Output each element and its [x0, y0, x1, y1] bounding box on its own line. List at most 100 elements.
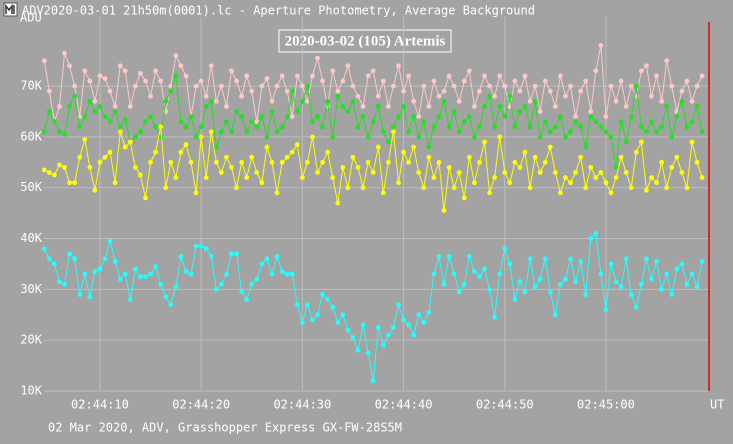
data-point	[229, 129, 234, 135]
data-point	[664, 271, 670, 277]
data-point	[532, 154, 538, 160]
data-point	[593, 175, 599, 180]
data-point	[289, 114, 295, 119]
data-point	[279, 124, 285, 130]
data-point	[264, 134, 270, 140]
data-point	[527, 256, 533, 262]
subtitle-box	[278, 29, 452, 53]
data-point	[127, 139, 133, 145]
data-point	[638, 281, 644, 287]
data-point	[426, 154, 432, 160]
data-point	[482, 104, 487, 109]
data-point	[436, 159, 442, 165]
data-point	[654, 259, 659, 264]
footnote: 02 Mar 2020, ADV, Grasshopper Express GX…	[48, 421, 402, 435]
data-point	[507, 180, 513, 186]
data-point	[360, 185, 366, 191]
data-point	[659, 286, 665, 292]
data-point	[618, 154, 624, 160]
data-point	[229, 165, 234, 170]
data-point	[537, 109, 543, 114]
data-point	[254, 276, 260, 282]
data-point	[375, 144, 381, 150]
data-point	[578, 154, 584, 160]
data-point	[82, 114, 88, 119]
data-point	[52, 261, 57, 267]
x-axis-label: UT	[710, 398, 724, 412]
data-point	[340, 104, 346, 109]
data-point	[350, 98, 356, 104]
data-point	[117, 124, 123, 130]
data-point	[517, 109, 523, 114]
data-point	[193, 243, 199, 249]
data-point	[563, 276, 568, 282]
data-point	[416, 114, 422, 119]
data-point	[644, 187, 649, 193]
data-point	[527, 98, 533, 104]
data-point	[92, 98, 98, 104]
data-point	[411, 144, 417, 150]
data-point	[613, 175, 619, 180]
data-point	[143, 195, 148, 201]
data-point	[244, 73, 250, 79]
data-point	[178, 119, 184, 125]
data-point	[102, 114, 108, 119]
data-point	[431, 78, 437, 84]
data-point	[451, 83, 457, 89]
data-point	[472, 269, 477, 274]
data-point	[649, 175, 654, 180]
data-point	[649, 93, 654, 99]
data-point	[451, 271, 457, 277]
data-point	[269, 109, 275, 114]
data-point	[512, 124, 518, 130]
data-point	[664, 58, 670, 64]
data-point	[97, 73, 103, 79]
data-point	[654, 73, 659, 79]
data-point	[193, 83, 199, 89]
data-point	[305, 302, 310, 308]
data-point	[507, 261, 513, 267]
data-point	[269, 271, 275, 277]
data-point	[431, 124, 437, 130]
data-point	[497, 134, 503, 140]
data-point	[112, 259, 118, 264]
data-point	[699, 175, 705, 180]
data-point	[411, 332, 417, 338]
data-point	[472, 104, 477, 109]
data-point	[153, 68, 159, 74]
data-point	[638, 124, 644, 130]
data-point	[441, 88, 447, 94]
data-point	[46, 170, 52, 175]
data-point	[401, 317, 406, 323]
data-point	[340, 78, 346, 84]
data-point	[117, 63, 123, 69]
data-point	[669, 83, 675, 89]
data-point	[421, 119, 427, 125]
data-point	[416, 134, 422, 140]
data-point	[289, 271, 295, 277]
data-point	[512, 78, 518, 84]
data-point	[188, 114, 194, 119]
data-point	[77, 292, 83, 297]
data-point	[380, 129, 386, 135]
data-point	[153, 149, 159, 155]
data-point	[325, 149, 331, 155]
data-point	[588, 109, 594, 114]
data-point	[320, 124, 325, 130]
data-point	[62, 131, 67, 137]
data-point	[583, 78, 589, 84]
data-point	[492, 175, 498, 180]
data-point	[77, 124, 83, 130]
data-point	[552, 104, 558, 109]
data-point	[411, 98, 417, 104]
data-point	[684, 185, 690, 191]
data-point	[426, 309, 432, 315]
data-point	[178, 149, 184, 155]
data-point	[67, 251, 72, 257]
data-point	[401, 104, 406, 109]
data-point	[310, 119, 315, 125]
data-point	[527, 124, 533, 130]
data-point	[507, 93, 513, 99]
data-point	[213, 98, 219, 104]
data-point	[284, 271, 290, 277]
